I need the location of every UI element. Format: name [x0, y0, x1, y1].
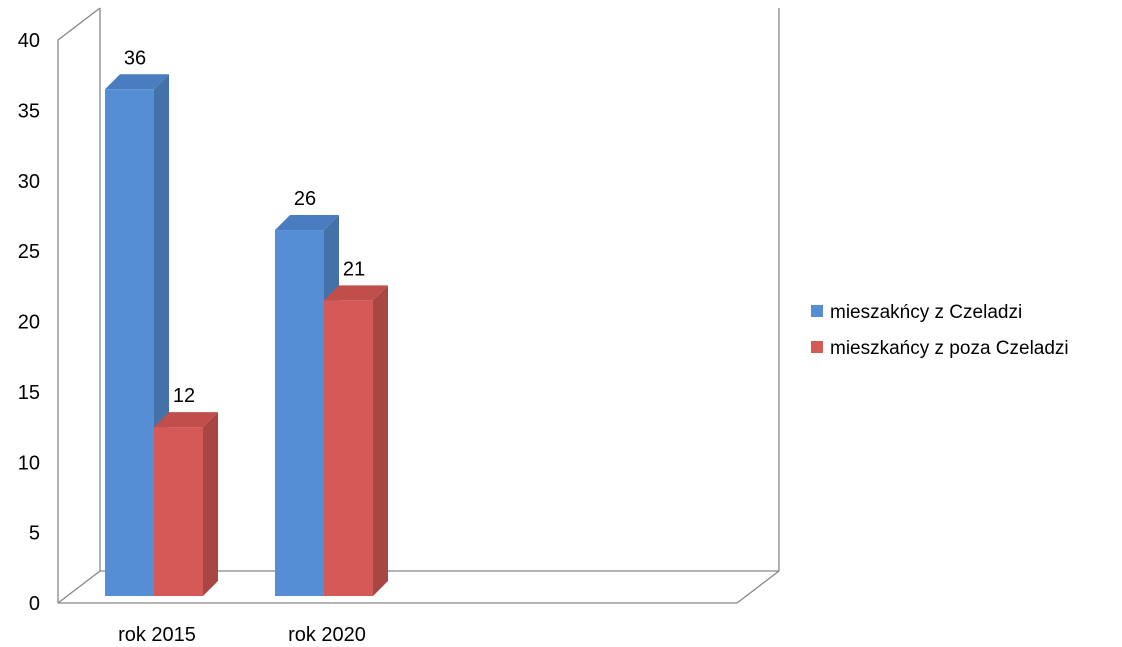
y-tick-label: 30 — [18, 171, 40, 193]
bar-top — [324, 285, 388, 301]
bar-side — [203, 412, 218, 596]
bar-top — [105, 74, 169, 90]
left-wall-top-edge — [57, 7, 101, 41]
legend-label: mieszakńcy z Czeladzi — [830, 302, 1022, 323]
y-tick-label: 5 — [29, 523, 40, 545]
legend-swatch — [811, 305, 823, 317]
bar-front — [324, 300, 373, 596]
legend-item: mieszakńcy z Czeladzi — [811, 302, 1022, 323]
bar — [105, 74, 169, 597]
legend-swatch — [811, 341, 823, 353]
bars — [105, 74, 388, 597]
y-tick-label: 25 — [18, 241, 40, 263]
y-tick-label: 15 — [18, 382, 40, 404]
legend: mieszakńcy z Czeladzi mieszkańcy z poza C… — [811, 302, 1069, 359]
floor-left-edge — [57, 570, 101, 604]
data-labels: 36 12 26 21 — [124, 47, 365, 407]
y-tick-label: 20 — [18, 312, 40, 334]
x-category-label: rok 2020 — [288, 624, 366, 646]
y-tick-label: 0 — [29, 593, 40, 615]
legend-label: mieszkańcy z poza Czeladzi — [830, 338, 1069, 359]
bar-top — [275, 215, 339, 231]
legend-item: mieszkańcy z poza Czeladzi — [811, 338, 1069, 359]
bar-side — [373, 285, 388, 596]
y-tick-label: 40 — [18, 30, 40, 52]
bar — [324, 285, 388, 596]
data-label: 26 — [294, 188, 316, 210]
category-labels: rok 2015 rok 2020 — [118, 624, 366, 646]
bar-front — [275, 230, 324, 597]
bar-top — [154, 412, 218, 428]
data-label: 36 — [124, 47, 146, 69]
y-tick-label: 35 — [18, 100, 40, 122]
y-axis-ticks: 0 5 10 15 20 25 30 35 40 — [18, 30, 40, 615]
x-category-label: rok 2015 — [118, 624, 196, 646]
bar — [154, 412, 218, 596]
data-label: 12 — [173, 385, 195, 407]
bar-front — [105, 89, 154, 597]
y-tick-label: 10 — [18, 452, 40, 474]
data-label: 21 — [343, 258, 365, 280]
floor-right-edge — [736, 570, 780, 604]
bar-front — [154, 427, 203, 596]
